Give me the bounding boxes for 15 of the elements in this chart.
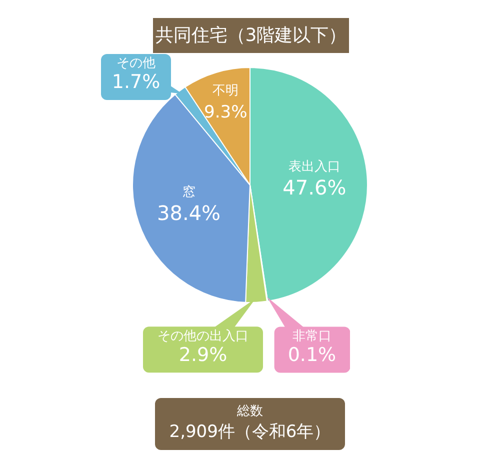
data-label: 47.6% <box>282 175 346 200</box>
slice-label: 表出入口 <box>288 160 340 175</box>
data-label: 9.3% <box>204 102 248 122</box>
slice-label: 非常口 <box>291 328 332 345</box>
slice-label: その他の出入口 <box>156 328 250 345</box>
text: 2,909件（令和6年） <box>168 421 332 443</box>
data-label: 2.9% <box>178 344 228 367</box>
chart-title: 共同住宅（3階建以下） <box>153 18 349 53</box>
slice-label: 窓 <box>182 184 196 200</box>
slice-label: 不明 <box>212 83 239 98</box>
slice-label: その他 <box>116 56 156 72</box>
text: 総数 <box>236 403 264 420</box>
data-label: 0.1% <box>286 344 338 367</box>
data-label: 38.4% <box>157 200 221 225</box>
data-label: 1.7% <box>110 70 162 94</box>
